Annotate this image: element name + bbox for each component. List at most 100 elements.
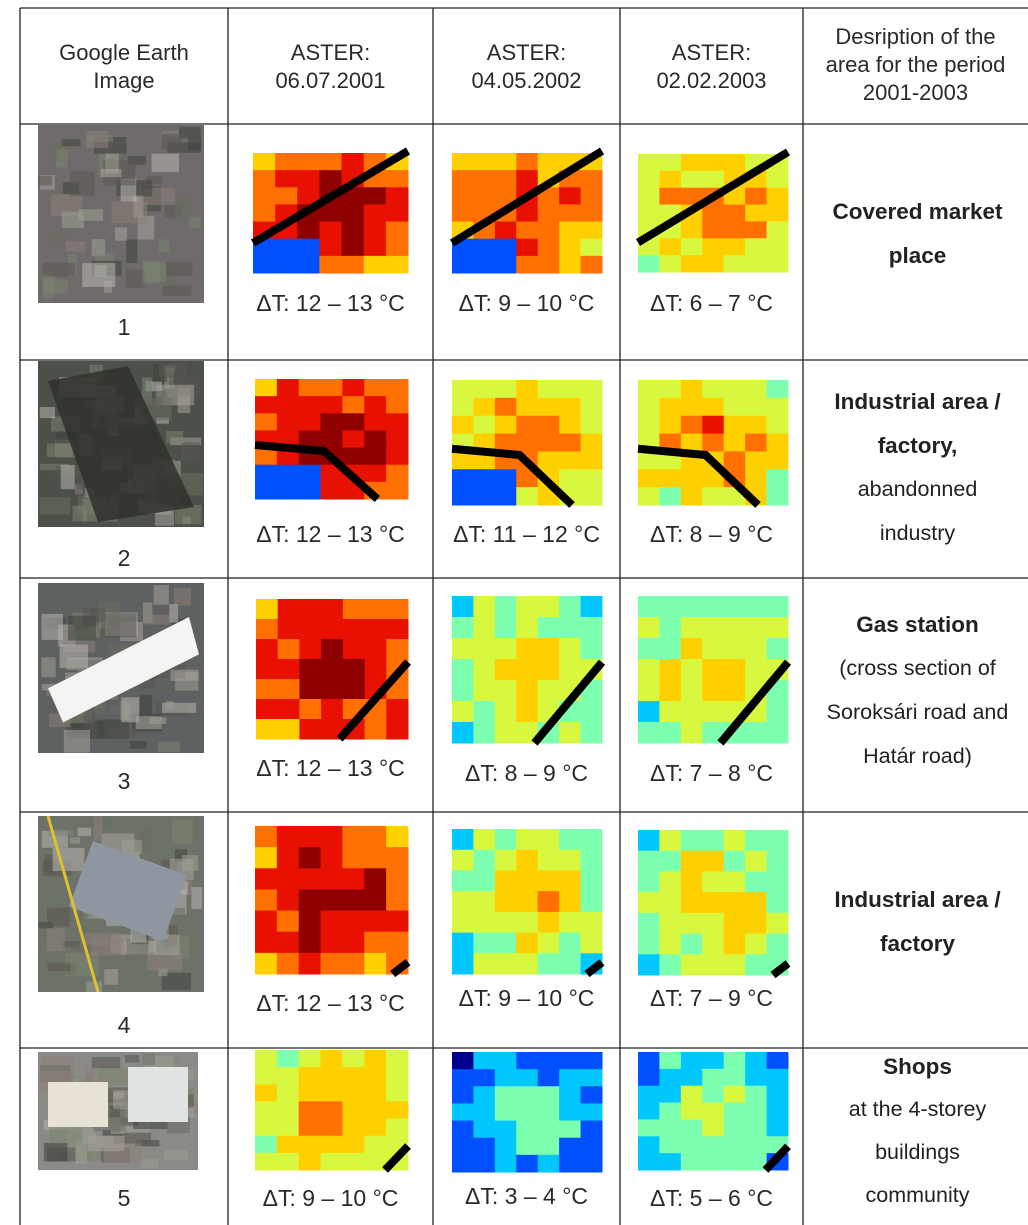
heat-cell xyxy=(452,617,474,639)
heat-cell xyxy=(253,170,276,188)
photo-patch xyxy=(147,952,183,971)
heat-cell xyxy=(537,1086,560,1104)
heat-cell xyxy=(702,255,725,273)
heat-cell xyxy=(580,932,603,954)
heat-cell xyxy=(321,719,344,740)
heat-cell xyxy=(276,1050,300,1068)
heat-cell xyxy=(473,617,496,639)
google-earth-image-4 xyxy=(38,815,204,993)
photo-patch xyxy=(188,137,202,151)
heat-cell xyxy=(638,701,660,723)
heat-cell xyxy=(702,469,725,488)
photo-patch xyxy=(60,904,96,916)
heat-cell xyxy=(342,413,365,431)
heat-cell xyxy=(494,1103,517,1122)
heat-cell xyxy=(342,430,365,449)
photo-patch xyxy=(65,1076,93,1088)
heat-cell xyxy=(766,596,789,618)
heat-cell xyxy=(494,1154,517,1173)
heat-cell xyxy=(364,659,387,680)
heat-cell xyxy=(364,619,387,640)
heat-cell xyxy=(766,850,789,872)
heat-cell xyxy=(580,617,603,639)
heat-cell xyxy=(255,1118,278,1137)
heat-cell xyxy=(364,413,387,431)
heat-cell xyxy=(723,255,746,273)
heat-cell xyxy=(386,430,409,449)
heat-cell xyxy=(452,701,474,723)
heat-cell xyxy=(723,1052,746,1070)
header-col-3: 04.05.2002 xyxy=(471,68,582,93)
photo-patch xyxy=(191,886,203,909)
heat-cell xyxy=(494,1137,517,1156)
heat-cell xyxy=(680,659,703,681)
aster-heatmap-r1-c3 xyxy=(635,148,791,273)
photo-patch xyxy=(56,148,68,168)
heat-cell xyxy=(386,413,409,431)
heat-cell xyxy=(276,1135,300,1154)
delta-t-label: ΔT: 11 – 12 °C xyxy=(453,521,600,547)
heat-cell xyxy=(537,1137,560,1156)
heat-cell xyxy=(680,154,703,172)
heat-cell xyxy=(452,870,474,892)
photo-patch xyxy=(87,1135,125,1152)
heat-cell xyxy=(580,170,603,188)
heat-cell xyxy=(537,1154,560,1173)
heat-cell xyxy=(580,829,603,851)
aster-heatmap-r5-c3 xyxy=(638,1052,791,1173)
heat-cell xyxy=(559,911,582,934)
heat-cell xyxy=(320,1135,343,1154)
heat-cell xyxy=(386,619,409,640)
heat-cell xyxy=(473,380,496,399)
heat-cell xyxy=(452,1086,474,1104)
road-line xyxy=(254,441,381,502)
heat-cell xyxy=(559,397,582,417)
heat-cell xyxy=(537,953,560,975)
heat-cell xyxy=(277,699,300,720)
heat-cell xyxy=(473,1086,496,1104)
header-col-2: 06.07.2001 xyxy=(275,68,386,93)
heat-cell xyxy=(680,1136,703,1154)
header-col-4: ASTER: xyxy=(671,40,752,65)
heat-cell xyxy=(745,433,768,452)
heat-cell xyxy=(766,638,789,660)
road-line xyxy=(531,659,606,746)
photo-patch xyxy=(101,833,135,852)
heat-cell xyxy=(299,719,322,740)
photo-patch xyxy=(162,285,192,296)
heat-cell xyxy=(766,433,789,452)
heat-cell xyxy=(452,722,474,744)
heat-cell xyxy=(386,639,409,660)
heat-cell xyxy=(537,451,560,470)
heat-cell xyxy=(494,221,517,240)
heat-cell xyxy=(319,255,343,274)
heat-cell xyxy=(745,221,768,239)
heat-cell xyxy=(659,1085,682,1104)
heat-cell xyxy=(277,619,300,640)
photo-patch xyxy=(104,969,119,985)
heat-cell xyxy=(255,379,278,397)
heat-cell xyxy=(452,849,474,871)
heat-cell xyxy=(298,1050,322,1068)
heat-cell xyxy=(680,638,703,660)
heat-cell xyxy=(341,153,365,171)
heat-cell xyxy=(473,722,496,744)
heat-cell xyxy=(276,889,300,912)
photo-patch xyxy=(46,443,73,458)
heat-cell xyxy=(452,153,474,171)
heat-cell xyxy=(702,1068,725,1087)
heat-cell xyxy=(638,912,660,935)
heat-cell xyxy=(766,1085,789,1104)
heat-cell xyxy=(680,871,703,893)
heat-cell xyxy=(494,722,517,744)
heat-cell xyxy=(559,953,582,975)
heat-cell xyxy=(320,1152,343,1171)
heat-cell xyxy=(494,487,517,506)
heat-cell xyxy=(766,487,789,506)
heat-cell xyxy=(298,1084,322,1102)
heat-cell xyxy=(253,187,276,205)
heat-cell xyxy=(638,830,660,852)
row-number: 5 xyxy=(117,1185,131,1211)
heat-cell xyxy=(559,849,582,871)
heat-cell xyxy=(745,415,768,435)
